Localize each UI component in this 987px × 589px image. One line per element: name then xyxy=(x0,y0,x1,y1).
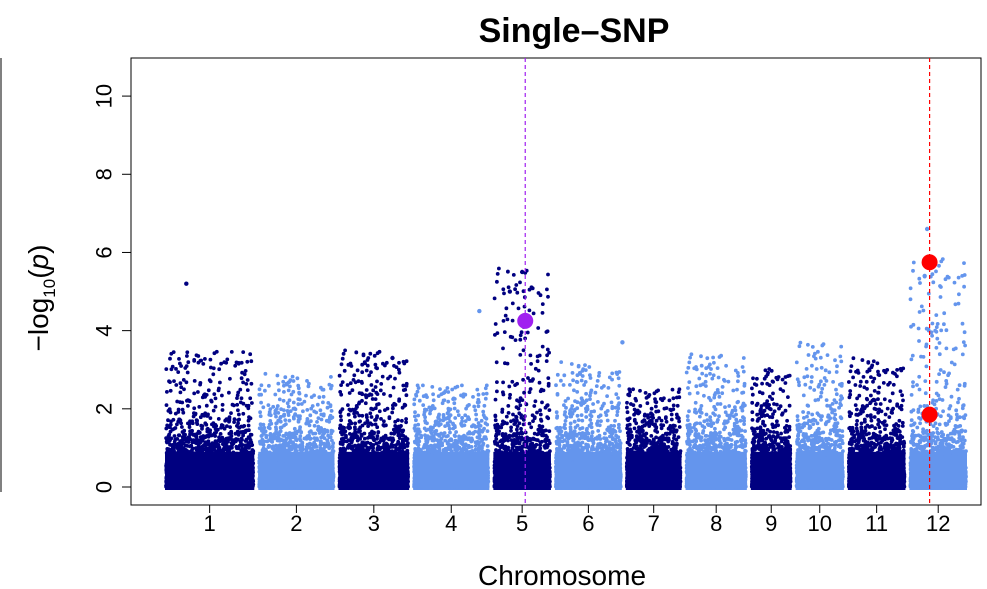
y-axis-title-subscript: 10 xyxy=(40,279,59,298)
x-tick-label-1: 1 xyxy=(204,511,216,536)
y-tick-label-6: 6 xyxy=(92,246,117,258)
x-tick-label-10: 10 xyxy=(807,511,831,536)
highlight-point-0 xyxy=(517,312,534,329)
chromosome-12-points xyxy=(908,257,968,489)
chromosome-5-points xyxy=(492,266,552,489)
y-axis-title-close-paren: ) xyxy=(23,245,54,254)
x-tick-label-5: 5 xyxy=(516,511,528,536)
x-tick-label-3: 3 xyxy=(368,511,380,536)
chromosome-11-points xyxy=(846,356,907,489)
chart-title: Single–SNP xyxy=(479,12,670,50)
x-tick-label-2: 2 xyxy=(290,511,302,536)
y-tick-label-10: 10 xyxy=(92,84,117,108)
chromosome-1-spike-0 xyxy=(184,281,189,286)
y-axis-title: −log10(p) xyxy=(23,245,59,352)
y-axis-title-prefix: −log xyxy=(23,298,54,352)
highlight-point-2 xyxy=(921,406,938,423)
chromosome-10-points xyxy=(794,340,845,489)
plot-frame xyxy=(130,57,982,506)
y-tick-label-8: 8 xyxy=(92,168,117,180)
chromosome-4-points xyxy=(412,383,491,489)
y-axis-title-open-paren: ( xyxy=(23,269,54,279)
chromosome-2-points xyxy=(257,371,336,489)
y-tick-label-0: 0 xyxy=(92,481,117,493)
x-tick-label-4: 4 xyxy=(445,511,457,536)
highlight-point-1 xyxy=(921,254,938,271)
x-tick-label-6: 6 xyxy=(582,511,594,536)
chromosome-5-spike-1 xyxy=(507,289,513,294)
chromosome-1-points xyxy=(164,349,256,489)
y-axis-title-variable: p xyxy=(23,254,54,271)
y-tick-label-2: 2 xyxy=(92,403,117,415)
chromosome-9-points xyxy=(749,367,793,489)
chromosome-5-spike-0 xyxy=(519,269,525,275)
chromosome-6-spike-0 xyxy=(620,340,625,345)
chromosome-12-spike-0 xyxy=(924,226,930,232)
x-axis-title: Chromosome xyxy=(478,560,646,589)
x-tick-label-9: 9 xyxy=(765,511,777,536)
y-tick-label-4: 4 xyxy=(92,325,117,337)
chromosome-7-points xyxy=(624,387,683,489)
chromosome-6-points xyxy=(554,360,623,489)
chromosome-3-spike-0 xyxy=(390,355,395,361)
chromosome-4-spike-0 xyxy=(477,308,482,314)
x-tick-label-11: 11 xyxy=(865,511,888,536)
x-tick-label-8: 8 xyxy=(710,511,722,536)
chromosome-8-points xyxy=(684,352,748,489)
chromosome-12-spike-1 xyxy=(922,273,927,279)
x-tick-label-12: 12 xyxy=(926,511,950,536)
x-tick-label-7: 7 xyxy=(648,511,660,536)
chromosome-3-points xyxy=(337,348,410,489)
